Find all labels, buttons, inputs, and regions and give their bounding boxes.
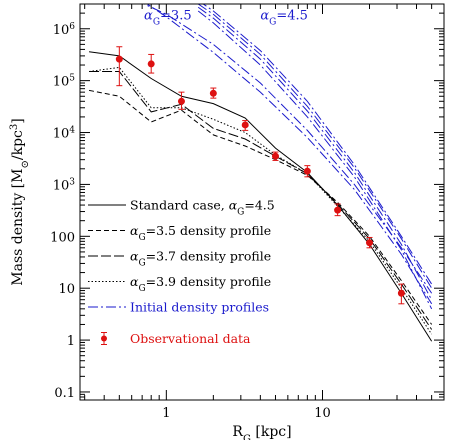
svg-text:αG=3.7 density profile: αG=3.7 density profile (130, 249, 271, 269)
obs-point-6 (271, 151, 279, 161)
obs-point-10 (397, 283, 405, 305)
y-tick-label: 106 (53, 22, 76, 38)
initial-profile-line-3 (202, 4, 433, 285)
plot-frame (79, 3, 445, 401)
initial-profile-line-1 (142, 4, 433, 294)
x-axis-label: RG [kpc] (232, 424, 291, 440)
series-line-2 (88, 89, 433, 325)
obs-point-7 (303, 165, 311, 178)
observations-layer (115, 46, 405, 305)
legend-entry-2: αG=3.5 density profile (88, 223, 271, 243)
svg-text:Initial density profiles: Initial density profiles (130, 300, 269, 315)
y-tick-label: 103 (53, 177, 76, 193)
legend-entry-1: Standard case, αG=4.5 (88, 198, 275, 218)
initial-profile-line-4 (197, 4, 433, 289)
legend: Standard case, αG=4.5 αG=3.5 density prof… (88, 198, 275, 346)
y-tick-label: 104 (53, 126, 76, 142)
obs-point-4 (209, 87, 217, 99)
obs-point-3 (177, 91, 185, 110)
legend-entry-4: αG=3.9 density profile (88, 274, 271, 294)
svg-text:Observational data: Observational data (130, 331, 251, 346)
obs-point-1 (115, 46, 123, 87)
svg-text:αG=3.5 density profile: αG=3.5 density profile (130, 223, 271, 243)
y-axis-label: Mass density [M⊙/kpc3] (9, 118, 31, 285)
series-line-1 (88, 51, 433, 342)
y-tick-label: 0.1 (54, 386, 75, 401)
axes-frame: 1 10 0.1 1 10 100 103 104 105 106 (50, 3, 445, 421)
series-line-3 (89, 71, 433, 330)
x-tick-label: 10 (314, 406, 331, 421)
svg-text:αG=3.9 density profile: αG=3.9 density profile (130, 274, 271, 294)
y-tick-label: 100 (50, 230, 75, 245)
y-tick-label: 1 (67, 334, 75, 349)
legend-entry-3: αG=3.7 density profile (88, 249, 271, 269)
obs-point-2 (147, 53, 155, 74)
initial-profile-line-2 (146, 4, 433, 305)
annotation-2: αG=4.5 (260, 9, 308, 28)
labels-layer: RG [kpc] Mass density [M⊙/kpc3] αG=3.5 αG… (9, 9, 308, 440)
obs-point-8 (334, 203, 342, 217)
obs-point-9 (365, 236, 373, 249)
svg-text:Standard case, αG=4.5: Standard case, αG=4.5 (130, 198, 275, 218)
initial-profile-line-6 (197, 10, 433, 310)
x-tick-label: 1 (162, 406, 170, 421)
legend-entry-6: Observational data (101, 331, 251, 346)
y-tick-label: 105 (53, 74, 76, 90)
legend-entry-5: Initial density profiles (88, 300, 269, 315)
initial-profile-line-5 (197, 6, 433, 300)
annotation-1: αG=3.5 (144, 9, 192, 28)
y-tick-label: 10 (58, 282, 75, 297)
obs-point-5 (241, 120, 249, 131)
series-layer (88, 4, 433, 342)
